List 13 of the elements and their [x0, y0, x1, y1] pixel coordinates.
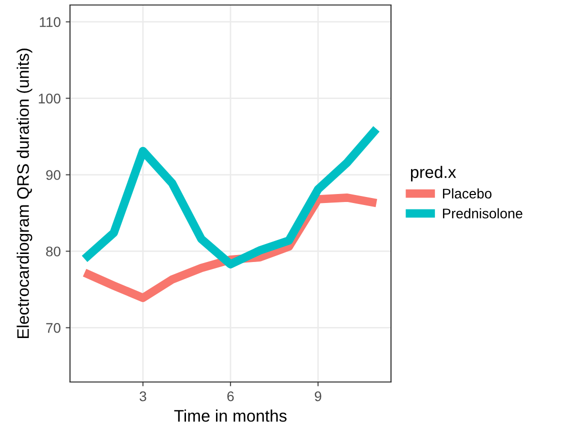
y-tick-label: 90 — [46, 170, 60, 180]
legend-title: pred.x — [410, 166, 456, 182]
x-axis-title: Time in months — [174, 410, 287, 422]
y-tick-label: 70 — [46, 323, 60, 333]
y-tick-label: 80 — [46, 246, 60, 256]
legend-label: Prednisolone — [443, 208, 522, 218]
legend-label: Placebo — [443, 188, 492, 199]
x-tick-label: 6 — [227, 391, 234, 402]
y-tick-label: 110 — [40, 17, 60, 27]
x-tick-label: 3 — [140, 391, 146, 402]
y-tick-label: 100 — [38, 94, 60, 104]
x-tick-label: 9 — [314, 391, 322, 402]
y-axis-title: Electrocardiogram QRS duration (units) — [16, 48, 32, 338]
